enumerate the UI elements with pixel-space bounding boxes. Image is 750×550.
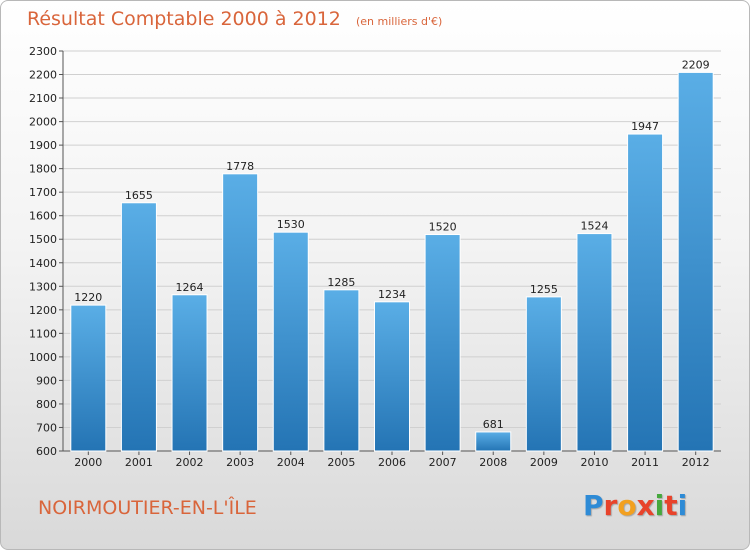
y-tick-label: 1900 bbox=[29, 139, 57, 152]
x-tick-label-2009: 2009 bbox=[530, 456, 558, 469]
bars bbox=[70, 71, 714, 452]
bar-2011 bbox=[627, 133, 664, 452]
x-tick-label-2006: 2006 bbox=[378, 456, 406, 469]
x-tick-label-2007: 2007 bbox=[429, 456, 457, 469]
y-tick-label: 2300 bbox=[29, 45, 57, 58]
logo-letter: i bbox=[654, 489, 665, 522]
y-tick-label: 2200 bbox=[29, 69, 57, 82]
y-tick-label: 800 bbox=[36, 398, 57, 411]
chart-subtitle: (en milliers d'€) bbox=[355, 15, 443, 28]
y-tick-label: 1800 bbox=[29, 163, 57, 176]
data-label-2011: 1947 bbox=[631, 120, 659, 133]
data-label-2000: 1220 bbox=[74, 291, 102, 304]
data-label-2005: 1285 bbox=[327, 276, 355, 289]
x-tick-label-2002: 2002 bbox=[176, 456, 204, 469]
proxiti-logo: Proxiti bbox=[583, 489, 687, 522]
y-tick-label: 900 bbox=[36, 374, 57, 387]
data-label-2007: 1520 bbox=[429, 221, 457, 234]
bar-2005 bbox=[323, 289, 360, 452]
y-tick-label: 700 bbox=[36, 421, 57, 434]
y-tick-label: 1000 bbox=[29, 351, 57, 364]
y-tick-label: 1200 bbox=[29, 304, 57, 317]
x-tick-label-2010: 2010 bbox=[580, 456, 608, 469]
data-label-2010: 1524 bbox=[580, 220, 608, 233]
x-tick-label-2011: 2011 bbox=[631, 456, 659, 469]
data-label-2001: 1655 bbox=[125, 189, 153, 202]
bar-2009 bbox=[525, 296, 562, 452]
chart-title: Résultat Comptable 2000 à 2012 bbox=[27, 8, 341, 30]
x-tick-label-2000: 2000 bbox=[74, 456, 102, 469]
data-label-2004: 1530 bbox=[277, 218, 305, 231]
bar-2006 bbox=[374, 301, 410, 452]
x-tick-label-2004: 2004 bbox=[277, 456, 305, 469]
data-label-2009: 1255 bbox=[530, 283, 558, 296]
commune-name: NOIRMOUTIER-EN-L'ÎLE bbox=[38, 497, 257, 519]
data-label-2012: 2209 bbox=[682, 58, 710, 71]
bar-2008 bbox=[475, 431, 512, 452]
logo-letter: t bbox=[664, 489, 678, 522]
x-tick-label-2003: 2003 bbox=[226, 456, 254, 469]
y-tick-label: 1700 bbox=[29, 186, 57, 199]
bar-2012 bbox=[677, 71, 714, 452]
data-label-2003: 1778 bbox=[226, 160, 254, 173]
bar-2000 bbox=[70, 304, 107, 452]
logo-letter: o bbox=[617, 489, 637, 522]
x-tick-label-2012: 2012 bbox=[682, 456, 710, 469]
logo-letter: i bbox=[677, 489, 688, 522]
y-tick-label: 1400 bbox=[29, 257, 57, 270]
bar-2007 bbox=[424, 234, 461, 452]
y-tick-label: 600 bbox=[36, 445, 57, 458]
x-tick-label-2005: 2005 bbox=[327, 456, 355, 469]
x-tick-label-2008: 2008 bbox=[479, 456, 507, 469]
y-tick-label: 1500 bbox=[29, 233, 57, 246]
data-label-2006: 1234 bbox=[378, 288, 406, 301]
logo-letter: r bbox=[603, 489, 618, 522]
chart-title-row: Résultat Comptable 2000 à 2012 (en milli… bbox=[27, 8, 442, 30]
y-tick-label: 2000 bbox=[29, 116, 57, 129]
bar-2010 bbox=[576, 233, 613, 452]
data-label-2002: 1264 bbox=[176, 281, 204, 294]
y-tick-label: 1300 bbox=[29, 280, 57, 293]
labels: 600 700 800 900 1000 1100 1200 1300 1400 1500 1600… bbox=[29, 45, 710, 469]
bar-2001 bbox=[120, 202, 157, 452]
bar-2002 bbox=[171, 294, 208, 452]
logo-letter: x bbox=[636, 489, 655, 522]
y-tick-label: 2100 bbox=[29, 92, 57, 105]
y-tick-label: 1100 bbox=[29, 327, 57, 340]
y-tick-label: 1600 bbox=[29, 210, 57, 223]
bar-2004 bbox=[272, 231, 309, 452]
x-tick-label-2001: 2001 bbox=[125, 456, 153, 469]
logo-letter: P bbox=[583, 489, 604, 522]
data-label-2008: 681 bbox=[483, 418, 504, 431]
bar-2003 bbox=[222, 173, 259, 452]
